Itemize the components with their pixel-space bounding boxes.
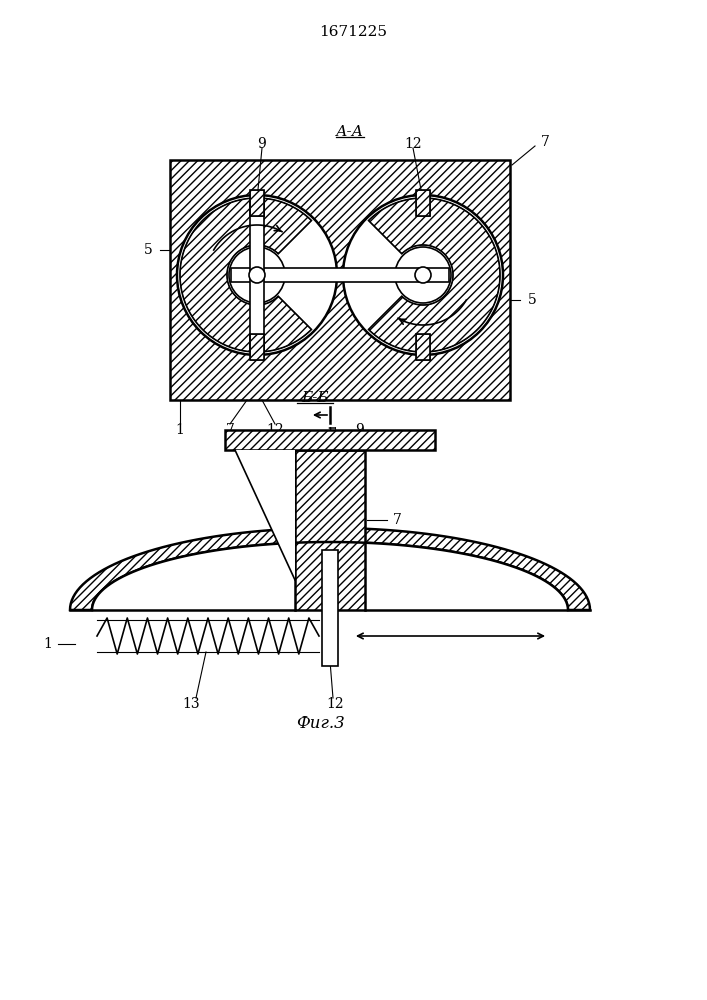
Text: Б: Б [327, 428, 337, 441]
Polygon shape [416, 190, 430, 216]
Text: 1: 1 [175, 423, 185, 437]
Text: 7: 7 [392, 513, 402, 527]
Polygon shape [92, 542, 568, 610]
Polygon shape [250, 334, 264, 360]
Text: 9: 9 [257, 137, 267, 151]
Text: 7: 7 [541, 135, 549, 149]
Polygon shape [235, 450, 295, 580]
Text: 12: 12 [404, 137, 422, 151]
Text: Фиг.3: Фиг.3 [296, 716, 344, 732]
Text: Б: Б [327, 427, 337, 440]
Text: 5: 5 [527, 293, 537, 307]
Polygon shape [180, 198, 312, 352]
Text: 7: 7 [226, 423, 235, 437]
Circle shape [177, 195, 337, 355]
Circle shape [249, 267, 265, 283]
Circle shape [415, 267, 431, 283]
Polygon shape [250, 190, 264, 216]
Text: 1: 1 [44, 637, 52, 651]
Circle shape [395, 247, 451, 303]
Text: Фиг.2: Фиг.2 [310, 444, 359, 460]
Text: А-А: А-А [336, 125, 364, 139]
Text: 12: 12 [267, 423, 284, 437]
Text: Б-Б: Б-Б [301, 391, 329, 405]
Text: 1671225: 1671225 [319, 25, 387, 39]
Text: 13: 13 [182, 697, 200, 711]
Polygon shape [170, 160, 510, 400]
Polygon shape [416, 334, 430, 360]
Bar [231, 268, 449, 282]
Circle shape [343, 195, 503, 355]
Polygon shape [322, 550, 338, 666]
Circle shape [229, 247, 285, 303]
Text: 9: 9 [356, 423, 364, 437]
Polygon shape [295, 450, 365, 610]
Polygon shape [70, 528, 590, 610]
Polygon shape [225, 430, 435, 450]
Polygon shape [368, 198, 500, 352]
Text: 12: 12 [326, 697, 344, 711]
Bar [250, 200, 264, 350]
Text: 5: 5 [144, 243, 153, 257]
